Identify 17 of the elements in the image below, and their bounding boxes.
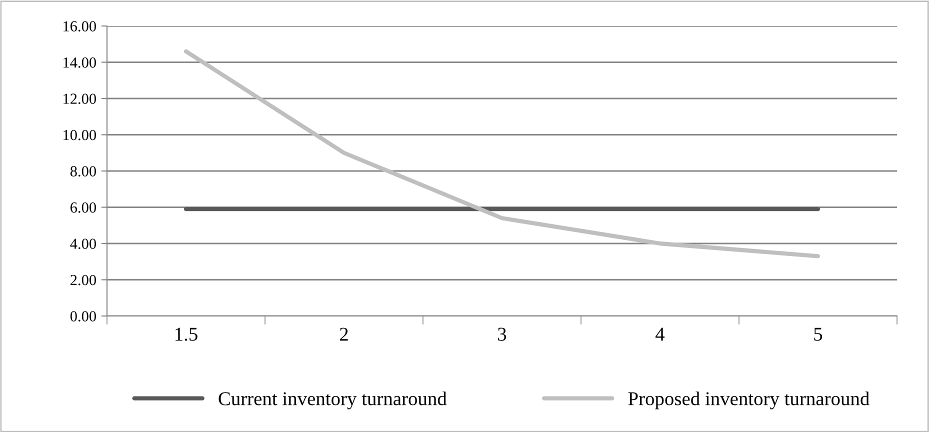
- line-series: [184, 49, 820, 258]
- x-tick-label: 3: [498, 328, 506, 341]
- x-tick-label: 5: [814, 328, 822, 341]
- y-tick-label: 2.00: [70, 274, 96, 286]
- x-tick-label: 4: [656, 328, 665, 341]
- y-tick-label: 8.00: [70, 166, 96, 177]
- x-tick-label: 2: [340, 328, 348, 341]
- y-tick-label: 4.00: [70, 238, 96, 250]
- y-tick-label: 16.00: [64, 21, 96, 32]
- x-tick-label: 1.5: [176, 328, 198, 341]
- y-tick-label: 10.00: [64, 130, 96, 140]
- y-tick-label: 6.00: [70, 202, 96, 213]
- y-tick-label: 12.00: [64, 94, 96, 104]
- legend-label: Current inventory turnaround: [218, 392, 447, 410]
- y-tick-label: 0.00: [70, 311, 96, 322]
- legend-label: Proposed inventory turnaround: [628, 392, 870, 410]
- y-tick-label: 14.00: [64, 57, 96, 68]
